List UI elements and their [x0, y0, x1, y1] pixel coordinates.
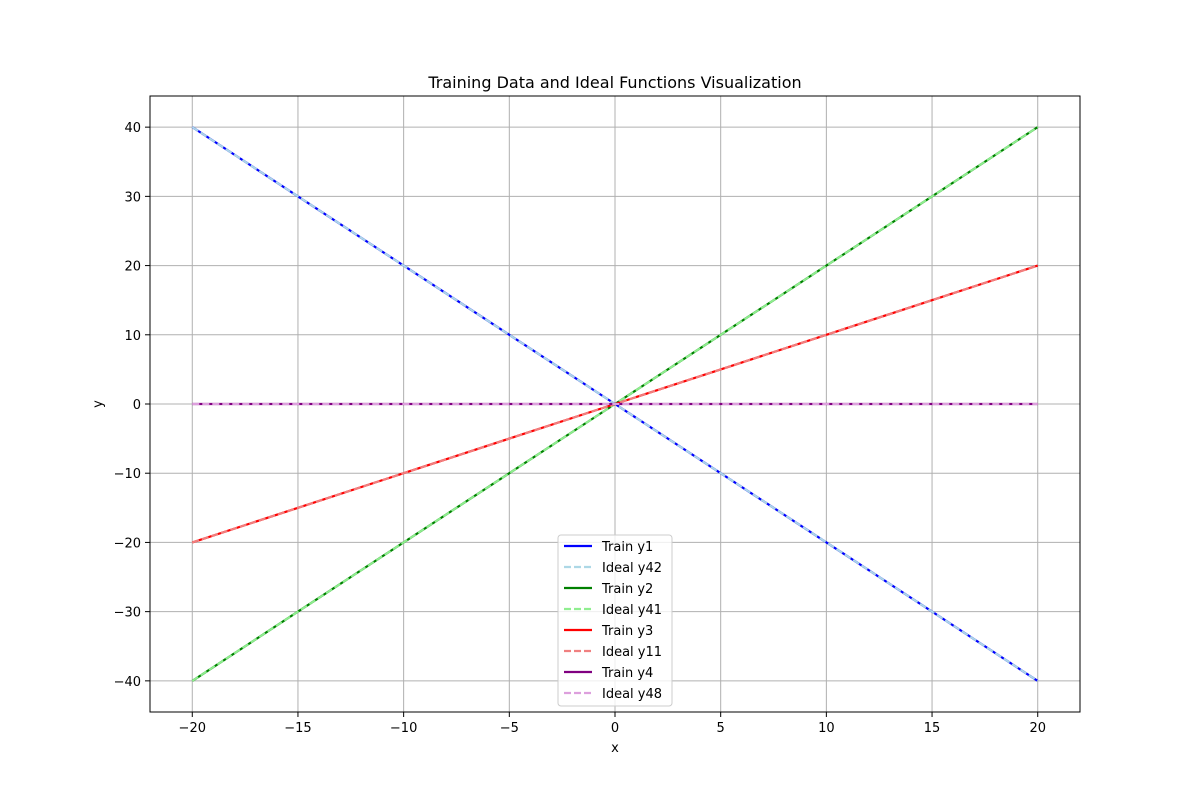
y-tick-label: −40 — [114, 675, 141, 690]
y-tick-label: 40 — [124, 121, 141, 136]
y-tick-label: 10 — [124, 329, 141, 344]
legend-label: Ideal y11 — [602, 645, 662, 660]
legend-label: Train y4 — [601, 666, 653, 681]
y-axis-label: y — [91, 400, 106, 408]
x-axis-label: x — [611, 741, 619, 756]
x-tick-label: −15 — [284, 721, 311, 736]
axis-ticks: −20 −15 −10 −5 0 5 10 15 20 −40 −30 −20 −10 0 10 20 30 40 — [114, 121, 1046, 736]
series-layer — [191, 126, 1039, 682]
x-tick-label: 5 — [717, 721, 725, 736]
legend: Train y1 Ideal y42 Train y2 Ideal y41 Train … — [557, 534, 673, 707]
legend-label: Ideal y41 — [602, 603, 662, 618]
legend-label: Ideal y42 — [602, 561, 662, 576]
x-tick-label: 10 — [818, 721, 835, 736]
y-tick-label: −10 — [114, 467, 141, 482]
y-tick-label: 20 — [124, 260, 141, 275]
x-tick-label: 0 — [611, 721, 619, 736]
x-tick-label: 15 — [924, 721, 941, 736]
y-tick-label: −30 — [114, 606, 141, 621]
legend-label: Train y2 — [601, 582, 653, 597]
x-tick-label: −20 — [179, 721, 206, 736]
legend-label: Train y3 — [601, 624, 653, 639]
x-tick-label: −10 — [390, 721, 417, 736]
chart-title: Training Data and Ideal Functions Visual… — [427, 73, 801, 92]
legend-label: Train y1 — [601, 540, 653, 555]
y-tick-label: 30 — [124, 190, 141, 205]
y-tick-label: −20 — [114, 536, 141, 551]
legend-box — [557, 534, 673, 707]
x-tick-label: −5 — [500, 721, 519, 736]
y-tick-label: 0 — [133, 398, 141, 413]
x-tick-label: 20 — [1029, 721, 1046, 736]
legend-label: Ideal y48 — [602, 687, 662, 702]
